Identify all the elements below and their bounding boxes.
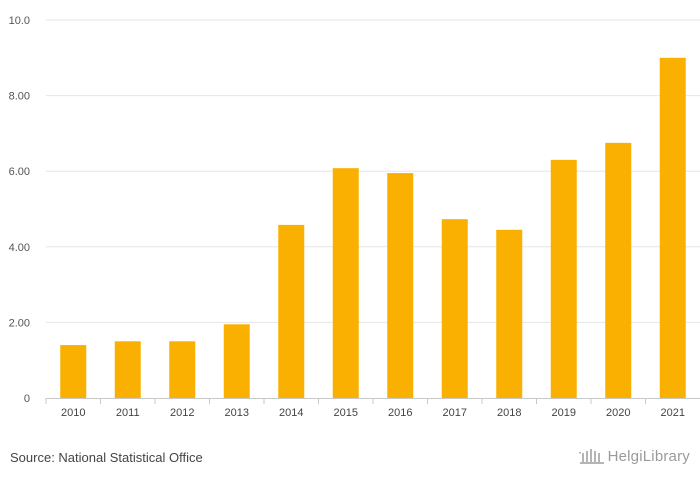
x-tick-label: 2013 bbox=[225, 407, 249, 419]
bar-2016 bbox=[387, 173, 414, 398]
y-tick-label: 0 bbox=[24, 393, 30, 405]
bar-2020 bbox=[605, 142, 632, 398]
x-tick-label: 2016 bbox=[388, 407, 412, 419]
bar-2011 bbox=[114, 341, 141, 398]
x-tick-label: 2017 bbox=[443, 407, 467, 419]
x-tick-label: 2020 bbox=[606, 407, 630, 419]
bar-2010 bbox=[60, 345, 87, 398]
x-tick-label: 2019 bbox=[552, 407, 576, 419]
gridlines bbox=[46, 19, 700, 323]
bar-2014 bbox=[278, 224, 305, 398]
library-building-icon bbox=[578, 449, 604, 464]
x-tick-label: 2012 bbox=[170, 407, 194, 419]
bar-2019 bbox=[550, 159, 577, 398]
source-note: Source: National Statistical Office bbox=[10, 450, 203, 465]
helgilibrary-logo: HelgiLibrary bbox=[578, 447, 690, 465]
bar-2013 bbox=[223, 324, 250, 398]
bar-2018 bbox=[496, 229, 523, 398]
bar-2015 bbox=[332, 168, 359, 398]
y-tick-label: 8.00 bbox=[9, 91, 30, 103]
x-tick-label: 2010 bbox=[61, 407, 85, 419]
bar-2012 bbox=[169, 341, 196, 398]
bars bbox=[60, 57, 686, 399]
bar-2017 bbox=[441, 219, 468, 398]
y-tick-label: 4.00 bbox=[9, 242, 30, 254]
y-axis: 0 2.00 4.00 6.00 8.00 10.0 bbox=[9, 15, 30, 405]
x-tick-label: 2014 bbox=[279, 407, 303, 419]
x-tick-label: 2015 bbox=[334, 407, 358, 419]
x-tick-label: 2021 bbox=[661, 407, 685, 419]
y-tick-label: 10.0 bbox=[9, 15, 30, 27]
x-axis: 2010 2011 2012 2013 2014 2015 2016 2017 2018 2019… bbox=[45, 398, 700, 419]
x-tick-label: 2018 bbox=[497, 407, 521, 419]
brand-name: HelgiLibrary bbox=[607, 447, 690, 465]
y-tick-label: 2.00 bbox=[9, 317, 30, 329]
x-tick-label: 2011 bbox=[116, 407, 140, 419]
y-tick-label: 6.00 bbox=[9, 166, 30, 178]
bar-2021 bbox=[659, 57, 686, 399]
